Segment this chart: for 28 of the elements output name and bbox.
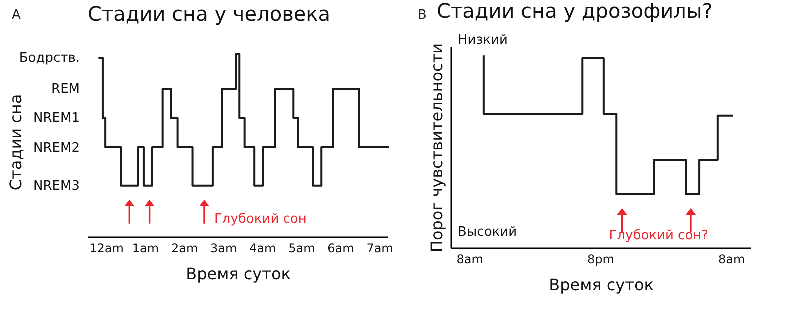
x-tick-label: 3am bbox=[210, 242, 238, 256]
x-tick-label: 5am bbox=[288, 242, 316, 256]
y-axis-title: Стадии сна bbox=[6, 94, 26, 191]
x-tick-label: 8am bbox=[456, 252, 484, 266]
text: B bbox=[418, 8, 427, 23]
x-axis-title: Время суток bbox=[549, 276, 654, 294]
annotation: Глубокий сон bbox=[214, 212, 307, 227]
x-tick-label: 4am bbox=[250, 242, 276, 256]
x-tick-label: 6am bbox=[328, 242, 354, 256]
x-tick-label: 8am bbox=[718, 252, 746, 266]
x-tick-label: 7am bbox=[366, 242, 394, 256]
x-tick-label: 1am bbox=[132, 242, 160, 256]
text: NREM2 bbox=[34, 141, 80, 156]
x-tick-label: 12am bbox=[90, 242, 124, 256]
annotation: Высокий bbox=[458, 225, 518, 240]
x-tick-label: 2am bbox=[171, 242, 198, 256]
text: A bbox=[12, 8, 21, 23]
x-axis-title: Время суток bbox=[186, 264, 292, 284]
chart-title: Стадии сна у человека bbox=[88, 2, 330, 26]
text: Бодрств. bbox=[19, 51, 80, 66]
text: NREM1 bbox=[34, 111, 80, 126]
annotation: Глубокий сон? bbox=[609, 228, 709, 244]
x-tick-label: 8pm bbox=[587, 252, 614, 266]
text: Низкий bbox=[458, 33, 508, 48]
y-axis-title: Порог чувствительности bbox=[428, 43, 446, 253]
text: NREM3 bbox=[34, 179, 80, 194]
text: REM bbox=[52, 82, 80, 97]
chart-title: Стадии сна у дрозофилы? bbox=[437, 0, 713, 23]
